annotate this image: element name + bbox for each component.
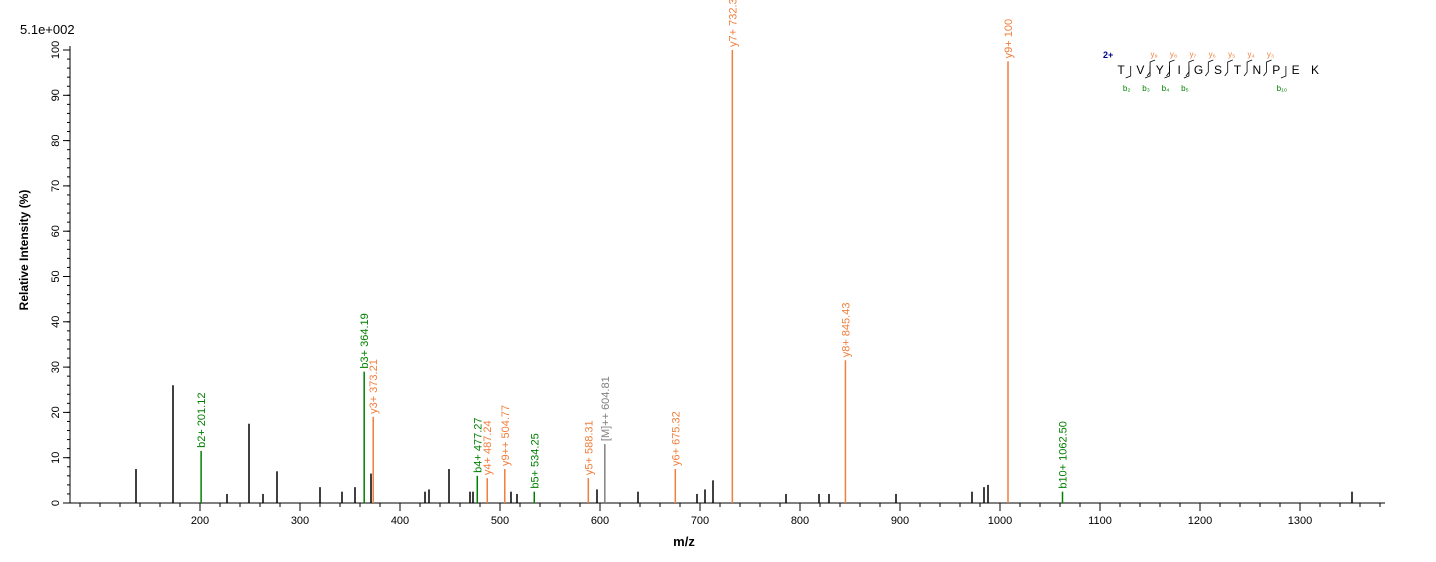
peaks (135, 50, 1353, 503)
peak-label: y9++ 504.77 (500, 405, 512, 466)
y-ion-label: y₆ (1209, 50, 1216, 59)
y-tick-label: 50 (50, 270, 62, 282)
x-axis-label: m/z (673, 534, 695, 549)
b-cleavage-mark (1280, 66, 1287, 79)
residue: T (1234, 63, 1242, 77)
axes: 200 300 400 500 600 700 800 900 1000 1100 1200 1300… (50, 41, 1385, 527)
x-tick-label: 300 (291, 515, 309, 527)
residue: I (1178, 63, 1181, 77)
y-tick-label: 80 (50, 134, 62, 146)
b-ion-label: b₁₀ (1277, 84, 1287, 93)
x-tick-label: 500 (491, 515, 509, 527)
y-cleavage-mark (1204, 59, 1214, 77)
y-axis-label: Relative Intensity (%) (17, 190, 31, 311)
charge-state-label: 2+ (1103, 50, 1113, 60)
intensity-scale-label: 5.1e+002 (20, 22, 75, 37)
peak-labels: b2+ 201.12 b3+ 364.19 b4+ 477.27 b5+ 534.25… (196, 0, 1069, 489)
y-tick-label: 40 (50, 316, 62, 328)
x-tick-label: 600 (591, 515, 609, 527)
peak-label: y3+ 373.21 (368, 359, 380, 414)
peak-label: y9+ 100 (1003, 19, 1015, 58)
b-cleavage-mark (1164, 66, 1170, 79)
peak-label: y7+ 732.35 (727, 0, 739, 47)
residue: N (1252, 63, 1261, 77)
x-tick-label: 1000 (988, 515, 1012, 527)
residue: P (1272, 63, 1280, 77)
peak-label: b5+ 534.25 (529, 433, 541, 488)
y-tick-label: 90 (50, 89, 62, 101)
x-tick-label: 1200 (1188, 515, 1212, 527)
x-tick-label: 1100 (1088, 515, 1112, 527)
y-cleavage-mark (1185, 59, 1195, 77)
residue: S (1214, 63, 1222, 77)
peak-label: [M]++ 604.81 (600, 376, 612, 441)
b-ion-label: b₄ (1162, 84, 1170, 93)
x-tick-label: 200 (191, 515, 209, 527)
residue: V (1136, 63, 1144, 77)
peak-label: b2+ 201.12 (196, 393, 208, 448)
y-cleavage-mark (1224, 59, 1233, 77)
residue: G (1194, 63, 1203, 77)
x-tick-label: 1300 (1288, 515, 1312, 527)
y-tick-label: 100 (50, 41, 62, 59)
y-tick-label: 20 (50, 406, 62, 418)
y-ion-label: y₃ (1267, 50, 1274, 59)
x-tick-label: 800 (791, 515, 809, 527)
b-cleavage-mark (1183, 66, 1190, 79)
y-tick-label: 30 (50, 361, 62, 373)
b-cleavage-mark (1144, 66, 1151, 79)
residue: E (1292, 63, 1300, 77)
b-cleavage-mark (1125, 66, 1132, 79)
y-cleavage-mark (1243, 59, 1253, 77)
x-tick-label: 900 (891, 515, 909, 527)
residue: Y (1156, 63, 1164, 77)
residue: T (1117, 63, 1125, 77)
y-tick-label: 0 (50, 500, 62, 506)
peak-label: y6+ 675.32 (670, 411, 682, 466)
y-ion-label: y₄ (1247, 50, 1254, 59)
y-tick-label: 70 (50, 180, 62, 192)
y-ion-label: y₇ (1190, 50, 1197, 59)
y-cleavage-mark (1263, 59, 1272, 77)
y-tick-label: 10 (50, 452, 62, 464)
peak-label: y5+ 588.31 (583, 420, 595, 475)
x-tick-label: 700 (691, 515, 709, 527)
peak-label: b3+ 364.19 (359, 313, 371, 368)
peak-label: b4+ 477.27 (472, 417, 484, 472)
residue: K (1311, 63, 1319, 77)
y-cleavage-mark (1166, 59, 1175, 77)
b-ion-label: b₅ (1181, 84, 1189, 93)
b-ion-label: b₂ (1123, 84, 1131, 93)
y-tick-label: 60 (50, 225, 62, 237)
y-ion-label: y₈ (1170, 50, 1177, 59)
x-tick-label: 400 (391, 515, 409, 527)
peak-label: b10+ 1062.50 (1058, 421, 1070, 489)
b-ion-label: b₃ (1142, 84, 1150, 93)
peak-label: y4+ 487.24 (482, 420, 494, 475)
peak-label: y8+ 845.43 (840, 303, 852, 358)
y-ion-label: y₅ (1228, 50, 1235, 59)
y-cleavage-mark (1146, 59, 1156, 77)
y-ion-label: y₉ (1151, 50, 1158, 59)
